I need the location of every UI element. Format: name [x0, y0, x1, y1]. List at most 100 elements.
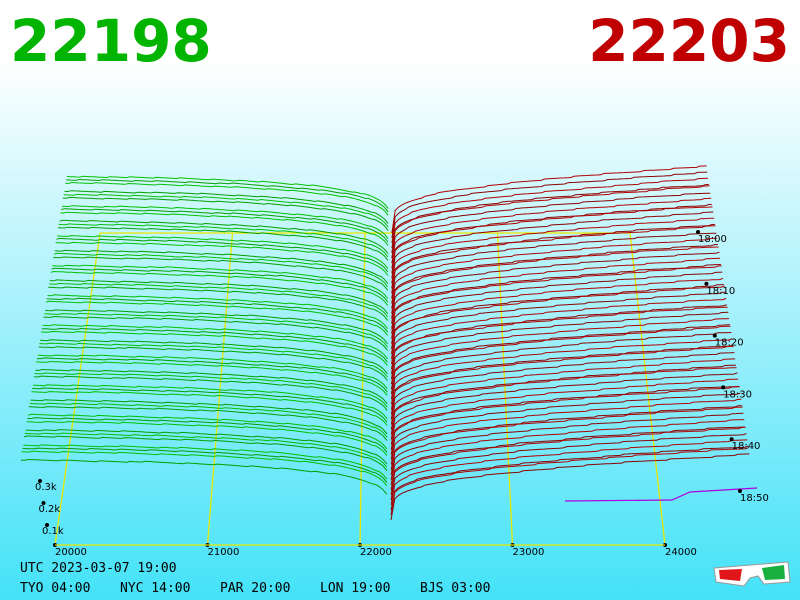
ask-depth-line [391, 284, 724, 349]
bid-depth-line [45, 309, 388, 345]
bid-depth-line [41, 327, 388, 363]
bid-depth-line [50, 270, 389, 306]
bid-depth-line [61, 205, 389, 239]
x-tick-label: 24000 [665, 547, 697, 558]
ask-depth-line [391, 251, 720, 319]
tick-mark [738, 489, 742, 493]
ask-depth-line [390, 367, 737, 435]
tick-mark [704, 281, 709, 286]
bid-price: 22198 [10, 7, 212, 75]
bid-depth-line [37, 354, 388, 390]
tick-mark [41, 501, 46, 505]
bid-depth-line [45, 300, 388, 336]
bid-depth-line [60, 211, 389, 246]
ask-depth-line [390, 453, 750, 521]
time-label: 18:50 [740, 493, 769, 504]
bid-depth-line [34, 372, 388, 408]
tick-mark [721, 385, 726, 390]
ask-depth-line [390, 426, 746, 495]
bid-depth-line [22, 447, 388, 483]
bid-depth-line [53, 252, 389, 288]
bid-depth-line [58, 223, 389, 258]
tick-mark [38, 479, 42, 483]
timezone-label: LON 19:00 [320, 581, 390, 596]
bid-depth-line [47, 294, 388, 330]
ask-depth-line [390, 358, 736, 425]
ask-depth-line [391, 277, 724, 344]
ask-depth-line [390, 426, 745, 490]
grid-line [206, 232, 234, 546]
bid-depth-line [28, 406, 388, 441]
ask-depth-line [391, 244, 718, 309]
bid-depth-line [25, 429, 388, 465]
ask-depth-line [390, 445, 749, 511]
timezone-label: BJS 03:00 [420, 581, 490, 596]
utc-time: UTC 2023-03-07 19:00 [20, 561, 177, 576]
bid-depth-line [53, 256, 389, 291]
bid-depth-line [66, 178, 389, 213]
ask-depth-line [391, 192, 711, 259]
ask-depth-line [390, 332, 732, 400]
bid-depth-line [36, 360, 388, 396]
x-tick-label: 22000 [360, 547, 392, 558]
recent-trade-line [564, 487, 758, 502]
ask-depth-line [390, 386, 740, 455]
ask-depth-line [390, 345, 734, 415]
bid-depth-line [57, 235, 389, 269]
ask-depth-line [391, 306, 728, 375]
bid-depth-line [55, 241, 389, 276]
bid-depth-line [32, 387, 388, 423]
ask-depth-line [391, 171, 708, 239]
time-label: 18:10 [706, 286, 735, 297]
bid-depth-line [41, 330, 388, 366]
bid-depth-line [51, 267, 389, 303]
bid-depth-line [39, 342, 388, 378]
ask-depth-line [390, 344, 734, 410]
green-lens [762, 565, 785, 580]
bid-depth-line [21, 450, 388, 487]
bid-depth-line [44, 312, 388, 348]
ask-depth-line [391, 211, 714, 279]
y-tick-label: 0.2k [39, 504, 61, 515]
ask-depth-line [390, 447, 749, 516]
timezone-label: NYC 14:00 [120, 581, 190, 596]
bid-depth-line [59, 219, 389, 254]
ask-depth-line [391, 264, 721, 329]
ask-depth-line [390, 364, 736, 430]
bid-depth-line [42, 324, 388, 360]
bid-depth-line [38, 346, 388, 381]
time-label: 18:30 [723, 389, 752, 400]
red-lens [719, 569, 742, 581]
bid-depth-line [23, 435, 388, 472]
bid-depth-line [31, 391, 388, 426]
bid-depth-line [20, 458, 388, 495]
ask-depth-line [391, 223, 715, 289]
bid-depth-line [24, 432, 388, 468]
bid-depth-line [65, 181, 389, 216]
bid-depth-line [66, 175, 389, 209]
ask-depth-line [391, 291, 726, 359]
ask-depth-line [391, 177, 709, 244]
depth-lines [20, 165, 758, 521]
bid-depth-line [27, 413, 388, 450]
ask-depth-line [390, 433, 747, 500]
bid-depth-line [30, 399, 388, 435]
y-tick-label: 0.3k [35, 482, 57, 493]
bid-depth-line [26, 421, 388, 457]
axis-labels: 20000 21000 22000 23000 24000 0.1k 0.2k 0.3k 18:… [35, 230, 769, 558]
ask-depth-line [391, 225, 716, 294]
bid-depth-line [33, 375, 388, 411]
ask-depth-line [391, 257, 721, 324]
bid-depth-line [40, 339, 388, 375]
bid-depth-line [62, 196, 389, 231]
bid-depth-line [49, 282, 389, 318]
timezone-label: PAR 20:00 [220, 581, 290, 596]
ask-depth-line [390, 392, 741, 460]
bid-depth-line [52, 264, 389, 300]
x-tick-label: 21000 [208, 547, 240, 558]
ask-depth-line [390, 352, 735, 420]
ask-price: 22203 [588, 7, 790, 75]
ask-depth-line [390, 338, 733, 405]
